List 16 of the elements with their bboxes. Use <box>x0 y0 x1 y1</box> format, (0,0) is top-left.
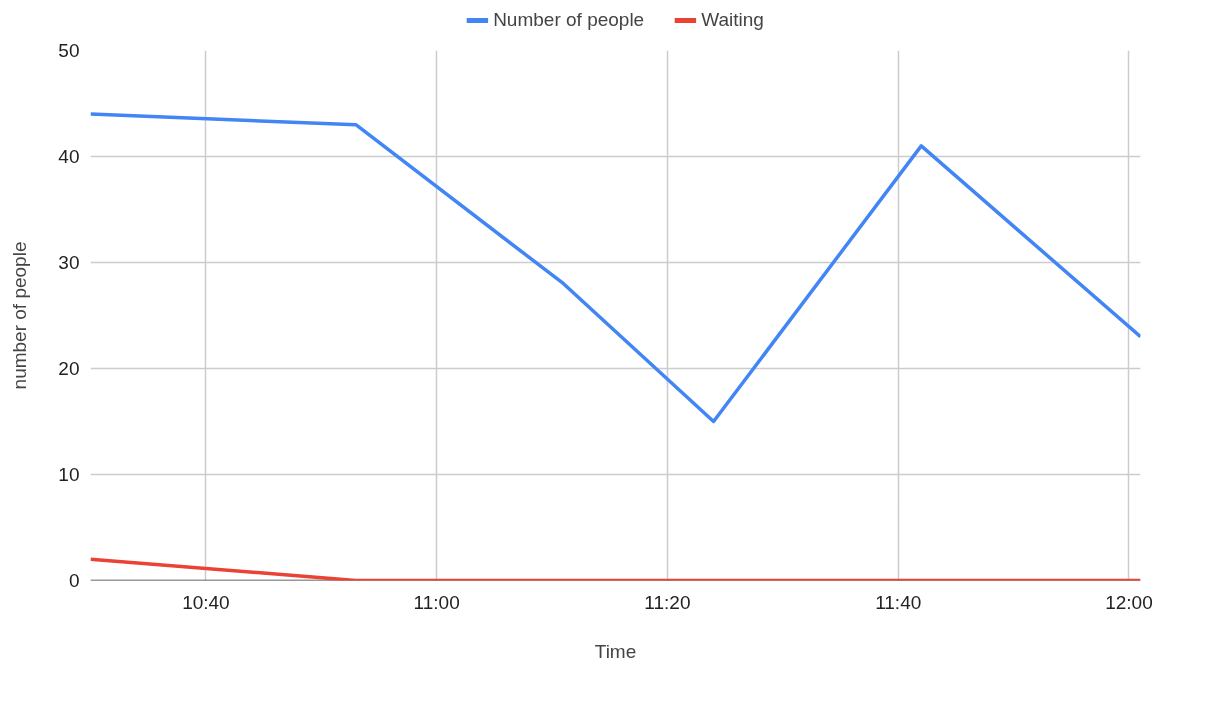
x-tick-label: 12:00 <box>1105 591 1153 613</box>
y-tick-label: 20 <box>58 358 80 379</box>
y-tick-label: 50 <box>58 40 80 61</box>
line-series <box>90 112 1141 424</box>
x-tick-label: 11:00 <box>413 591 460 613</box>
x-axis-title: Time <box>594 640 637 662</box>
x-tick-label: 11:20 <box>644 591 691 613</box>
y-tick-label: 10 <box>58 464 80 485</box>
y-tick-label: 30 <box>58 252 80 273</box>
y-tick-label: 0 <box>68 570 80 591</box>
legend-label: Number of people <box>493 9 645 31</box>
legend-label: Waiting <box>701 9 764 31</box>
y-axis-title: number of people <box>9 241 31 390</box>
y-tick-label: 40 <box>58 146 80 167</box>
x-tick-label: 10:40 <box>182 591 230 613</box>
x-tick-label: 11:40 <box>875 591 922 613</box>
